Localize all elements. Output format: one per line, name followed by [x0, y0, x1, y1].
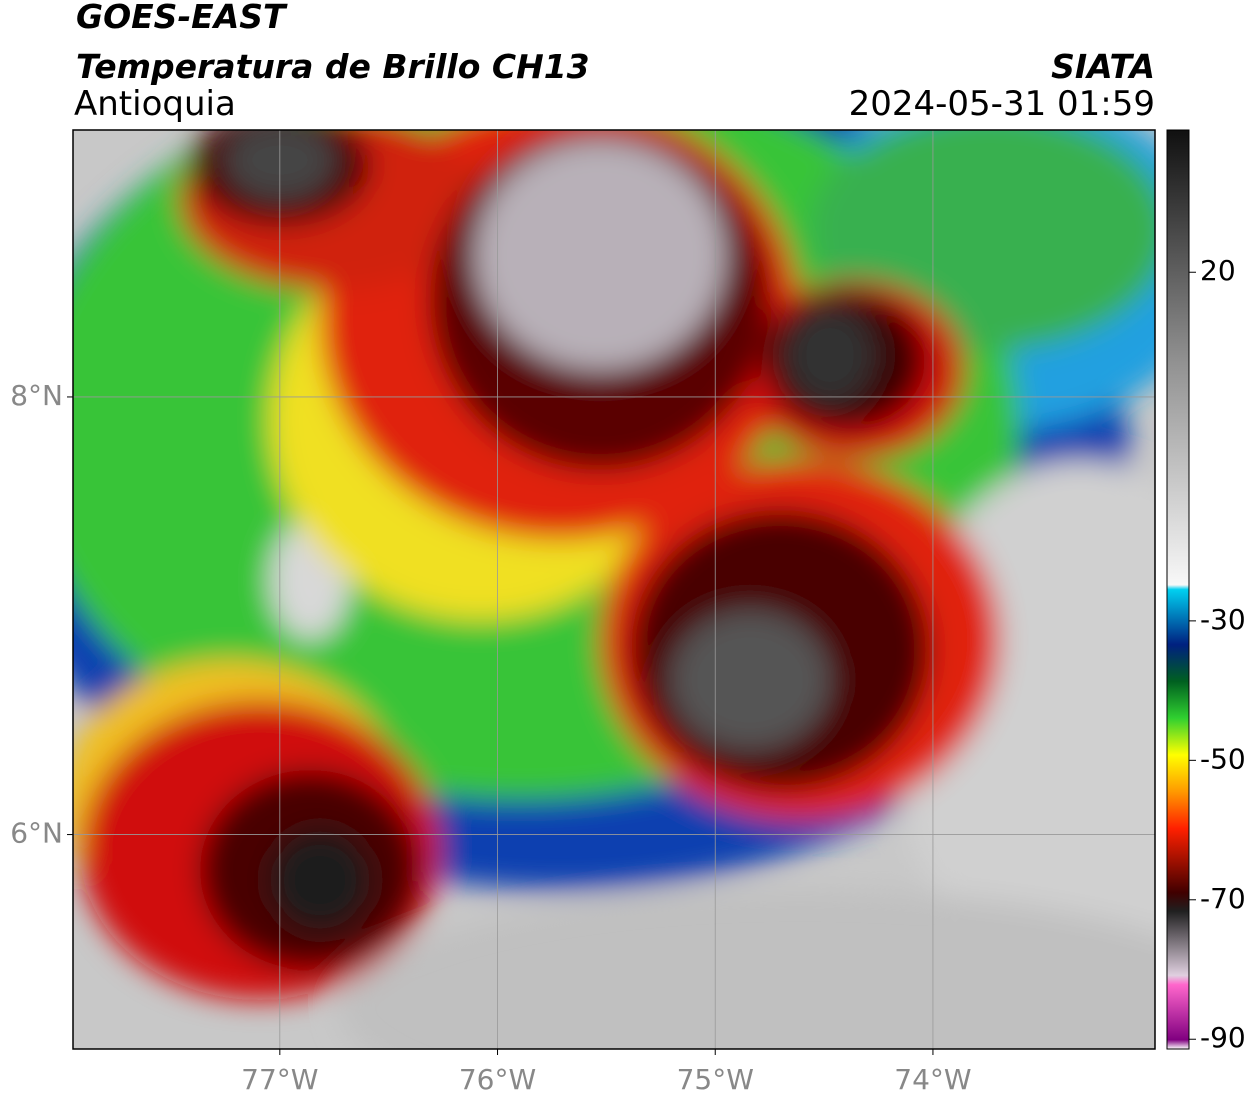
satellite-image [73, 130, 1155, 1049]
colorbar-tick-label: -30 [1200, 603, 1246, 636]
map-frame [72, 129, 1156, 1050]
source: SIATA [1051, 47, 1155, 86]
datetime: 2024-05-31 01:59 [849, 84, 1155, 124]
lat-tick-label: 8°N [10, 379, 63, 412]
colorbar-tick-label: 20 [1200, 254, 1236, 287]
colorbar [1166, 129, 1190, 1050]
lat-tick-label: 6°N [10, 817, 63, 850]
lon-tick-label: 75°W [677, 1063, 754, 1096]
colorbar-tick-label: -70 [1200, 882, 1246, 915]
lon-tick-label: 74°W [894, 1063, 971, 1096]
graticule [73, 130, 1155, 1049]
region: Antioquia [74, 84, 236, 124]
title: GOES-EAST [76, 0, 288, 36]
colorbar-tick-label: -50 [1200, 742, 1246, 775]
colorbar-tick-label: -90 [1200, 1021, 1246, 1054]
subtitle: Temperatura de Brillo CH13 [76, 47, 590, 86]
lon-tick-label: 77°W [241, 1063, 318, 1096]
lon-tick-label: 76°W [459, 1063, 536, 1096]
